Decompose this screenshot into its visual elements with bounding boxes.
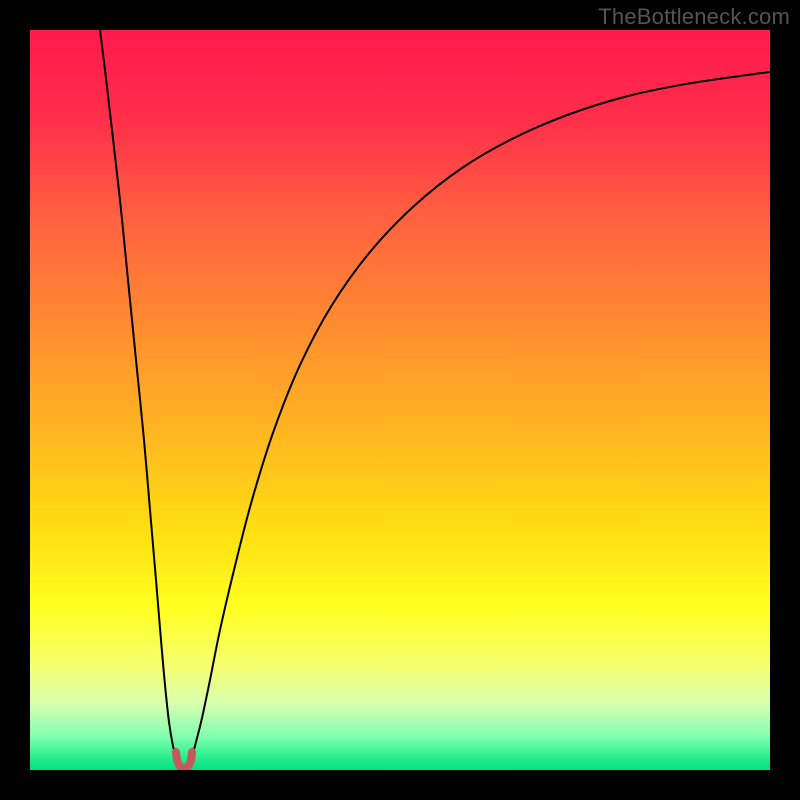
watermark-text: TheBottleneck.com bbox=[598, 4, 790, 30]
plot-svg bbox=[30, 30, 770, 770]
chart-container: TheBottleneck.com bbox=[0, 0, 800, 800]
plot-area bbox=[30, 30, 770, 770]
